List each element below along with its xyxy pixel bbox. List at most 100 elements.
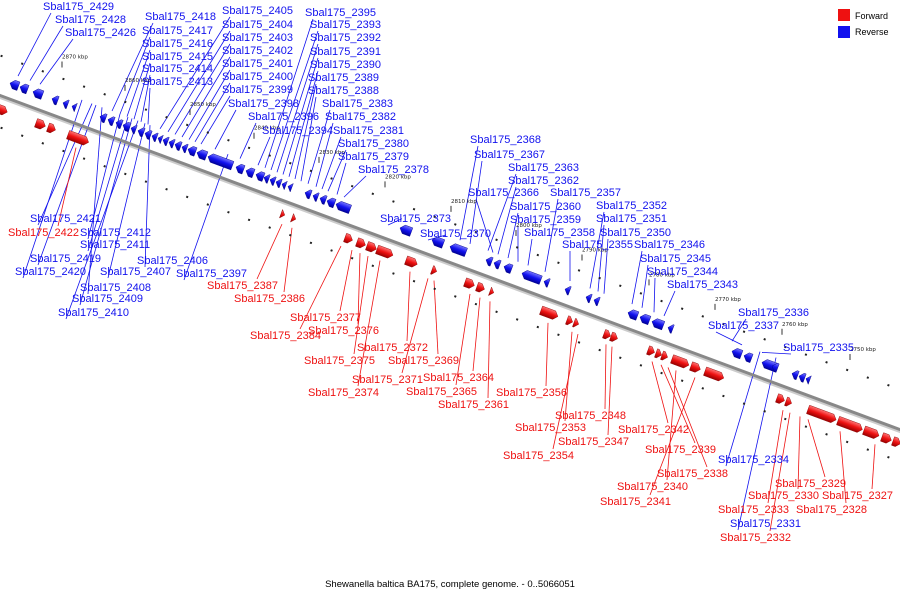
- leader-line: [406, 271, 411, 342]
- forward-gene: [703, 366, 725, 382]
- forward-gene-label: Sbal175_2338: [657, 468, 728, 480]
- forward-gene: [355, 237, 366, 249]
- leader-line: [283, 227, 293, 293]
- leader-line: [17, 12, 52, 77]
- leader-line: [660, 364, 696, 444]
- leader-line: [111, 22, 154, 112]
- forward-gene: [375, 244, 394, 259]
- forward-gene: [646, 345, 655, 356]
- leader-line: [761, 351, 792, 355]
- forward-gene: [475, 282, 485, 293]
- reverse-gene: [651, 318, 666, 331]
- forward-gene-label: Sbal175_2332: [720, 532, 791, 544]
- leader-line: [631, 250, 643, 305]
- reverse-gene-label: Sbal175_2378: [358, 164, 429, 176]
- leader-line: [57, 147, 77, 227]
- tick-label: 2800 kbp: [516, 223, 542, 229]
- forward-gene-label: Sbal175_2422: [8, 227, 79, 239]
- leader-line: [589, 211, 605, 289]
- leader-line: [353, 255, 369, 355]
- forward-gene: [430, 265, 437, 275]
- reverse-gene: [585, 293, 593, 304]
- leader-line: [641, 264, 649, 308]
- forward-gene-label: Sbal175_2364: [423, 372, 494, 384]
- leader-line: [257, 136, 271, 166]
- reverse-gene-label: Sbal175_2335: [783, 342, 854, 354]
- reverse-gene-label: Sbal175_2331: [730, 518, 801, 530]
- reverse-gene: [281, 180, 288, 191]
- forward-gene: [891, 436, 900, 447]
- reverse-gene: [157, 134, 164, 145]
- reverse-gene: [181, 143, 189, 154]
- forward-gene-label: Sbal175_2340: [617, 481, 688, 493]
- leader-line: [737, 357, 777, 531]
- leader-line: [144, 125, 151, 268]
- leader-line: [147, 87, 151, 125]
- reverse-gene-label: Sbal175_2370: [420, 228, 491, 240]
- forward-gene: [572, 318, 579, 328]
- reverse-gene: [791, 370, 800, 381]
- leader-line: [65, 120, 139, 320]
- forward-gene-label: Sbal175_2369: [388, 355, 459, 367]
- reverse-gene: [493, 259, 502, 270]
- reverse-gene: [335, 201, 352, 214]
- leader-line: [339, 250, 353, 312]
- leader-line: [603, 238, 609, 294]
- leader-line: [649, 377, 696, 496]
- reverse-gene-label: Sbal175_2383: [322, 98, 393, 110]
- leader-line: [653, 277, 656, 313]
- forward-gene: [34, 118, 46, 130]
- reverse-gene: [771, 363, 780, 373]
- scale-ticks: 2870 kbp 2860 kbp 2850 kbp 2840 kbp 2830 kbp…: [61, 54, 876, 361]
- leader-line: [731, 318, 747, 342]
- reverse-gene-label: Sbal175_2334: [718, 454, 789, 466]
- leader-line: [133, 62, 151, 120]
- reverse-gene: [255, 171, 266, 182]
- leader-line: [239, 122, 257, 159]
- forward-gene: [404, 255, 418, 268]
- leader-line: [401, 278, 429, 374]
- reverse-gene-label: Sbal175_2420: [15, 266, 86, 278]
- forward-gene: [660, 350, 668, 361]
- reverse-gene: [187, 146, 198, 157]
- reverse-gene-label: Sbal175_2350: [600, 227, 671, 239]
- tick-label: 2820 kbp: [385, 174, 411, 180]
- leader-line: [264, 18, 314, 168]
- reverse-gene-label: Sbal175_2414: [142, 63, 213, 75]
- reverse-gene-label: Sbal175_2345: [640, 253, 711, 265]
- reverse-gene-label: Sbal175_2368: [470, 134, 541, 146]
- forward-gene-label: Sbal175_2387: [207, 280, 278, 292]
- leader-line: [299, 245, 342, 330]
- forward-gene-label: Sbal175_2353: [515, 422, 586, 434]
- leader-line: [469, 160, 483, 244]
- reverse-gene: [564, 286, 572, 296]
- forward-gene-label: Sbal175_2375: [304, 355, 375, 367]
- reverse-gene-label: Sbal175_2357: [550, 187, 621, 199]
- forward-gene: [565, 315, 573, 326]
- reverse-gene-label: Sbal175_2352: [596, 200, 667, 212]
- leader-line: [797, 416, 801, 490]
- tick-label: 2760 kbp: [782, 322, 808, 328]
- forward-gene: [670, 354, 690, 369]
- leader-line: [194, 82, 231, 143]
- forward-gene: [880, 432, 892, 444]
- leader-line: [552, 333, 579, 450]
- reverse-gene-label: Sbal175_2337: [708, 320, 779, 332]
- forward-gene-label: Sbal175_2328: [796, 504, 867, 516]
- reverse-gene: [162, 136, 170, 147]
- forward-gene-label: Sbal175_2330: [748, 490, 819, 502]
- reverse-gene-label: Sbal175_2382: [325, 111, 396, 123]
- reverse-gene-label: Sbal175_2409: [72, 293, 143, 305]
- reverse-gene-label: Sbal175_2406: [137, 255, 208, 267]
- reverse-gene: [312, 192, 320, 202]
- tick-label: 2790 kbp: [582, 248, 608, 254]
- leader-line: [839, 431, 847, 504]
- leader-line: [475, 198, 494, 253]
- leader-line: [336, 162, 347, 195]
- leader-line: [607, 346, 613, 436]
- forward-gene-label: Sbal175_2372: [357, 342, 428, 354]
- reverse-gene: [151, 132, 159, 143]
- forward-gene: [290, 213, 297, 223]
- leader-line: [433, 280, 439, 355]
- leader-line: [666, 370, 677, 481]
